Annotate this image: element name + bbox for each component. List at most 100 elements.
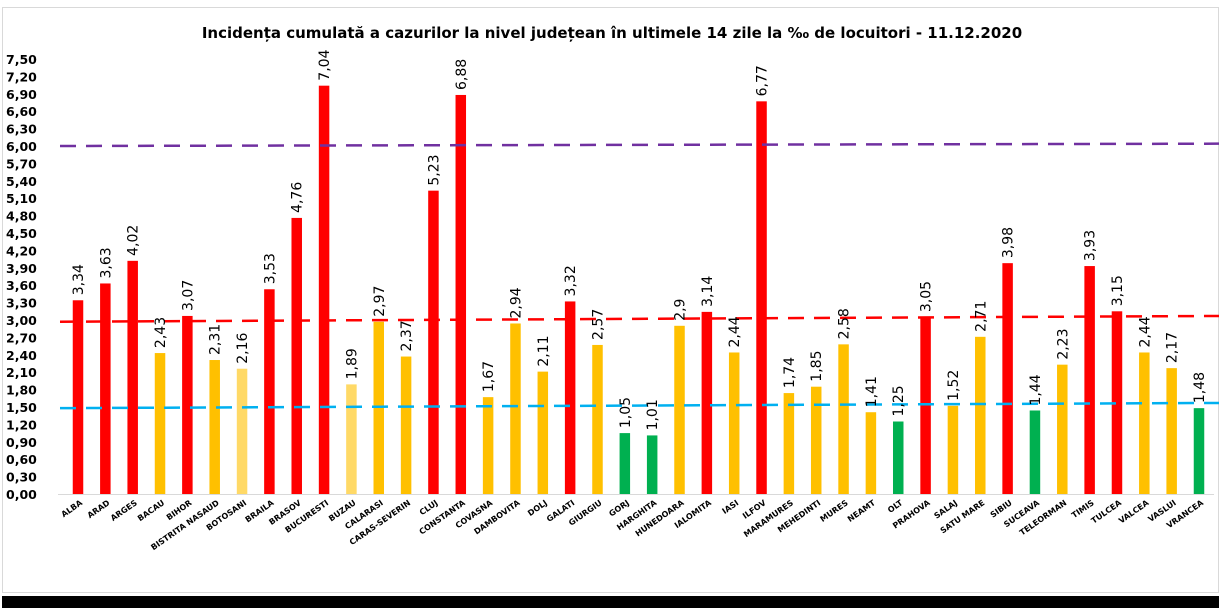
bar-mures xyxy=(838,344,849,494)
data-label: 3,32 xyxy=(563,265,579,296)
bar-bacau xyxy=(154,353,166,494)
data-label: 2,17 xyxy=(1165,332,1181,363)
bar-timis xyxy=(1084,266,1095,494)
reference-lines xyxy=(59,142,1220,410)
y-tick-label: 3,60 xyxy=(6,278,37,293)
data-label: 3,93 xyxy=(1083,230,1099,261)
x-tick-label: ARAD xyxy=(86,498,112,520)
bar-vrancea xyxy=(1193,408,1205,494)
y-tick-label: 3,00 xyxy=(6,313,37,328)
y-tick-label: 3,90 xyxy=(6,261,37,276)
bar-iasi xyxy=(728,352,740,494)
y-tick-label: 7,20 xyxy=(6,69,37,84)
y-tick-label: 2,40 xyxy=(6,348,37,363)
y-tick-label: 6,00 xyxy=(6,139,37,154)
data-label: 3,07 xyxy=(180,280,196,311)
data-label: 4,76 xyxy=(290,182,306,213)
data-label: 2,57 xyxy=(590,309,606,340)
data-label: 1,48 xyxy=(1192,372,1208,403)
bar-bucuresti xyxy=(318,85,330,495)
bar-gorj xyxy=(619,433,631,494)
y-tick-label: 3,30 xyxy=(6,296,37,311)
data-label: 1,52 xyxy=(946,370,962,401)
reference-line-threshold-1.5 xyxy=(59,401,1220,410)
y-tick-label: 0,30 xyxy=(6,470,37,485)
bar-teleorman xyxy=(1057,364,1068,494)
y-tick-label: 0,90 xyxy=(6,435,37,450)
bar-mehedinti xyxy=(810,386,822,494)
y-tick-label: 1,50 xyxy=(6,400,37,415)
data-label: 3,05 xyxy=(919,281,935,312)
data-label: 2,37 xyxy=(399,320,415,351)
bar-hunedoara xyxy=(674,325,685,494)
bar-ialomita xyxy=(701,311,713,494)
bar-cluj xyxy=(428,190,439,494)
bar-vaslui xyxy=(1166,368,1177,494)
data-label: 2,23 xyxy=(1055,328,1071,359)
x-tick-label: NEAMT xyxy=(846,498,878,524)
data-label: 2,16 xyxy=(235,332,251,363)
x-tick-label: OLT xyxy=(886,498,905,515)
data-label: 1,25 xyxy=(891,385,907,416)
data-label: 2,11 xyxy=(536,335,552,366)
x-tick-label: MURES xyxy=(818,498,849,524)
y-tick-label: 4,50 xyxy=(6,226,37,241)
bar-prahova xyxy=(920,317,931,494)
y-tick-label: 0,60 xyxy=(6,452,37,467)
bar-bistrita-nasaud xyxy=(209,360,220,494)
bar-giurgiu xyxy=(592,344,603,494)
x-tick-label: CLUJ xyxy=(418,498,440,517)
data-label: 2,71 xyxy=(973,301,989,332)
data-label: 6,88 xyxy=(454,59,470,90)
bottom-bar xyxy=(2,596,1219,608)
data-label: 2,58 xyxy=(837,308,853,339)
bar-botosani xyxy=(236,368,248,494)
bar-dolj xyxy=(537,371,549,494)
data-label: 2,44 xyxy=(727,316,743,347)
y-tick-label: 2,70 xyxy=(6,330,37,345)
bar-buzau xyxy=(346,384,357,494)
bar-harghita xyxy=(646,435,658,494)
y-tick-label: 5,40 xyxy=(6,174,37,189)
bar-bihor xyxy=(182,315,193,494)
x-tick-label: ALBA xyxy=(60,498,85,519)
x-tick-label: BACAU xyxy=(136,498,166,523)
data-label: 2,94 xyxy=(508,287,524,318)
data-label: 6,77 xyxy=(755,65,771,96)
data-label: 3,63 xyxy=(98,247,114,278)
bar-alba xyxy=(72,300,84,494)
bar-valcea xyxy=(1139,352,1150,494)
bar-galati xyxy=(564,301,576,494)
data-label: 1,74 xyxy=(782,357,798,388)
bar-sibiu xyxy=(1002,263,1013,494)
y-tick-label: 1,20 xyxy=(6,417,37,432)
bar-covasna xyxy=(482,397,494,494)
chart-title: Incidența cumulată a cazurilor la nivel … xyxy=(202,24,1022,42)
bar-caras-severin xyxy=(400,356,412,494)
y-tick-label: 6,60 xyxy=(6,104,37,119)
data-label: 1,44 xyxy=(1028,374,1044,405)
data-label: 1,89 xyxy=(344,348,360,379)
x-tick-label: ARGES xyxy=(109,498,139,523)
bars xyxy=(72,85,1205,495)
data-label: 4,02 xyxy=(126,225,142,256)
bar-salaj xyxy=(947,405,959,494)
x-tick-label: VALCEA xyxy=(1117,498,1151,526)
data-label: 7,04 xyxy=(317,49,333,80)
data-label: 2,43 xyxy=(153,317,169,348)
y-tick-label: 6,90 xyxy=(6,87,37,102)
bar-olt xyxy=(892,421,904,494)
data-label: 1,05 xyxy=(618,397,634,428)
data-label: 2,31 xyxy=(208,324,224,355)
data-label: 3,98 xyxy=(1001,227,1017,258)
y-tick-label: 5,70 xyxy=(6,156,37,171)
data-label: 3,14 xyxy=(700,276,716,307)
bar-ilfov xyxy=(756,101,767,494)
y-tick-label: 4,20 xyxy=(6,243,37,258)
bar-tulcea xyxy=(1111,311,1123,494)
reference-line-threshold-3 xyxy=(59,314,1220,323)
data-label: 3,15 xyxy=(1110,275,1126,306)
y-tick-label: 0,00 xyxy=(6,487,37,502)
